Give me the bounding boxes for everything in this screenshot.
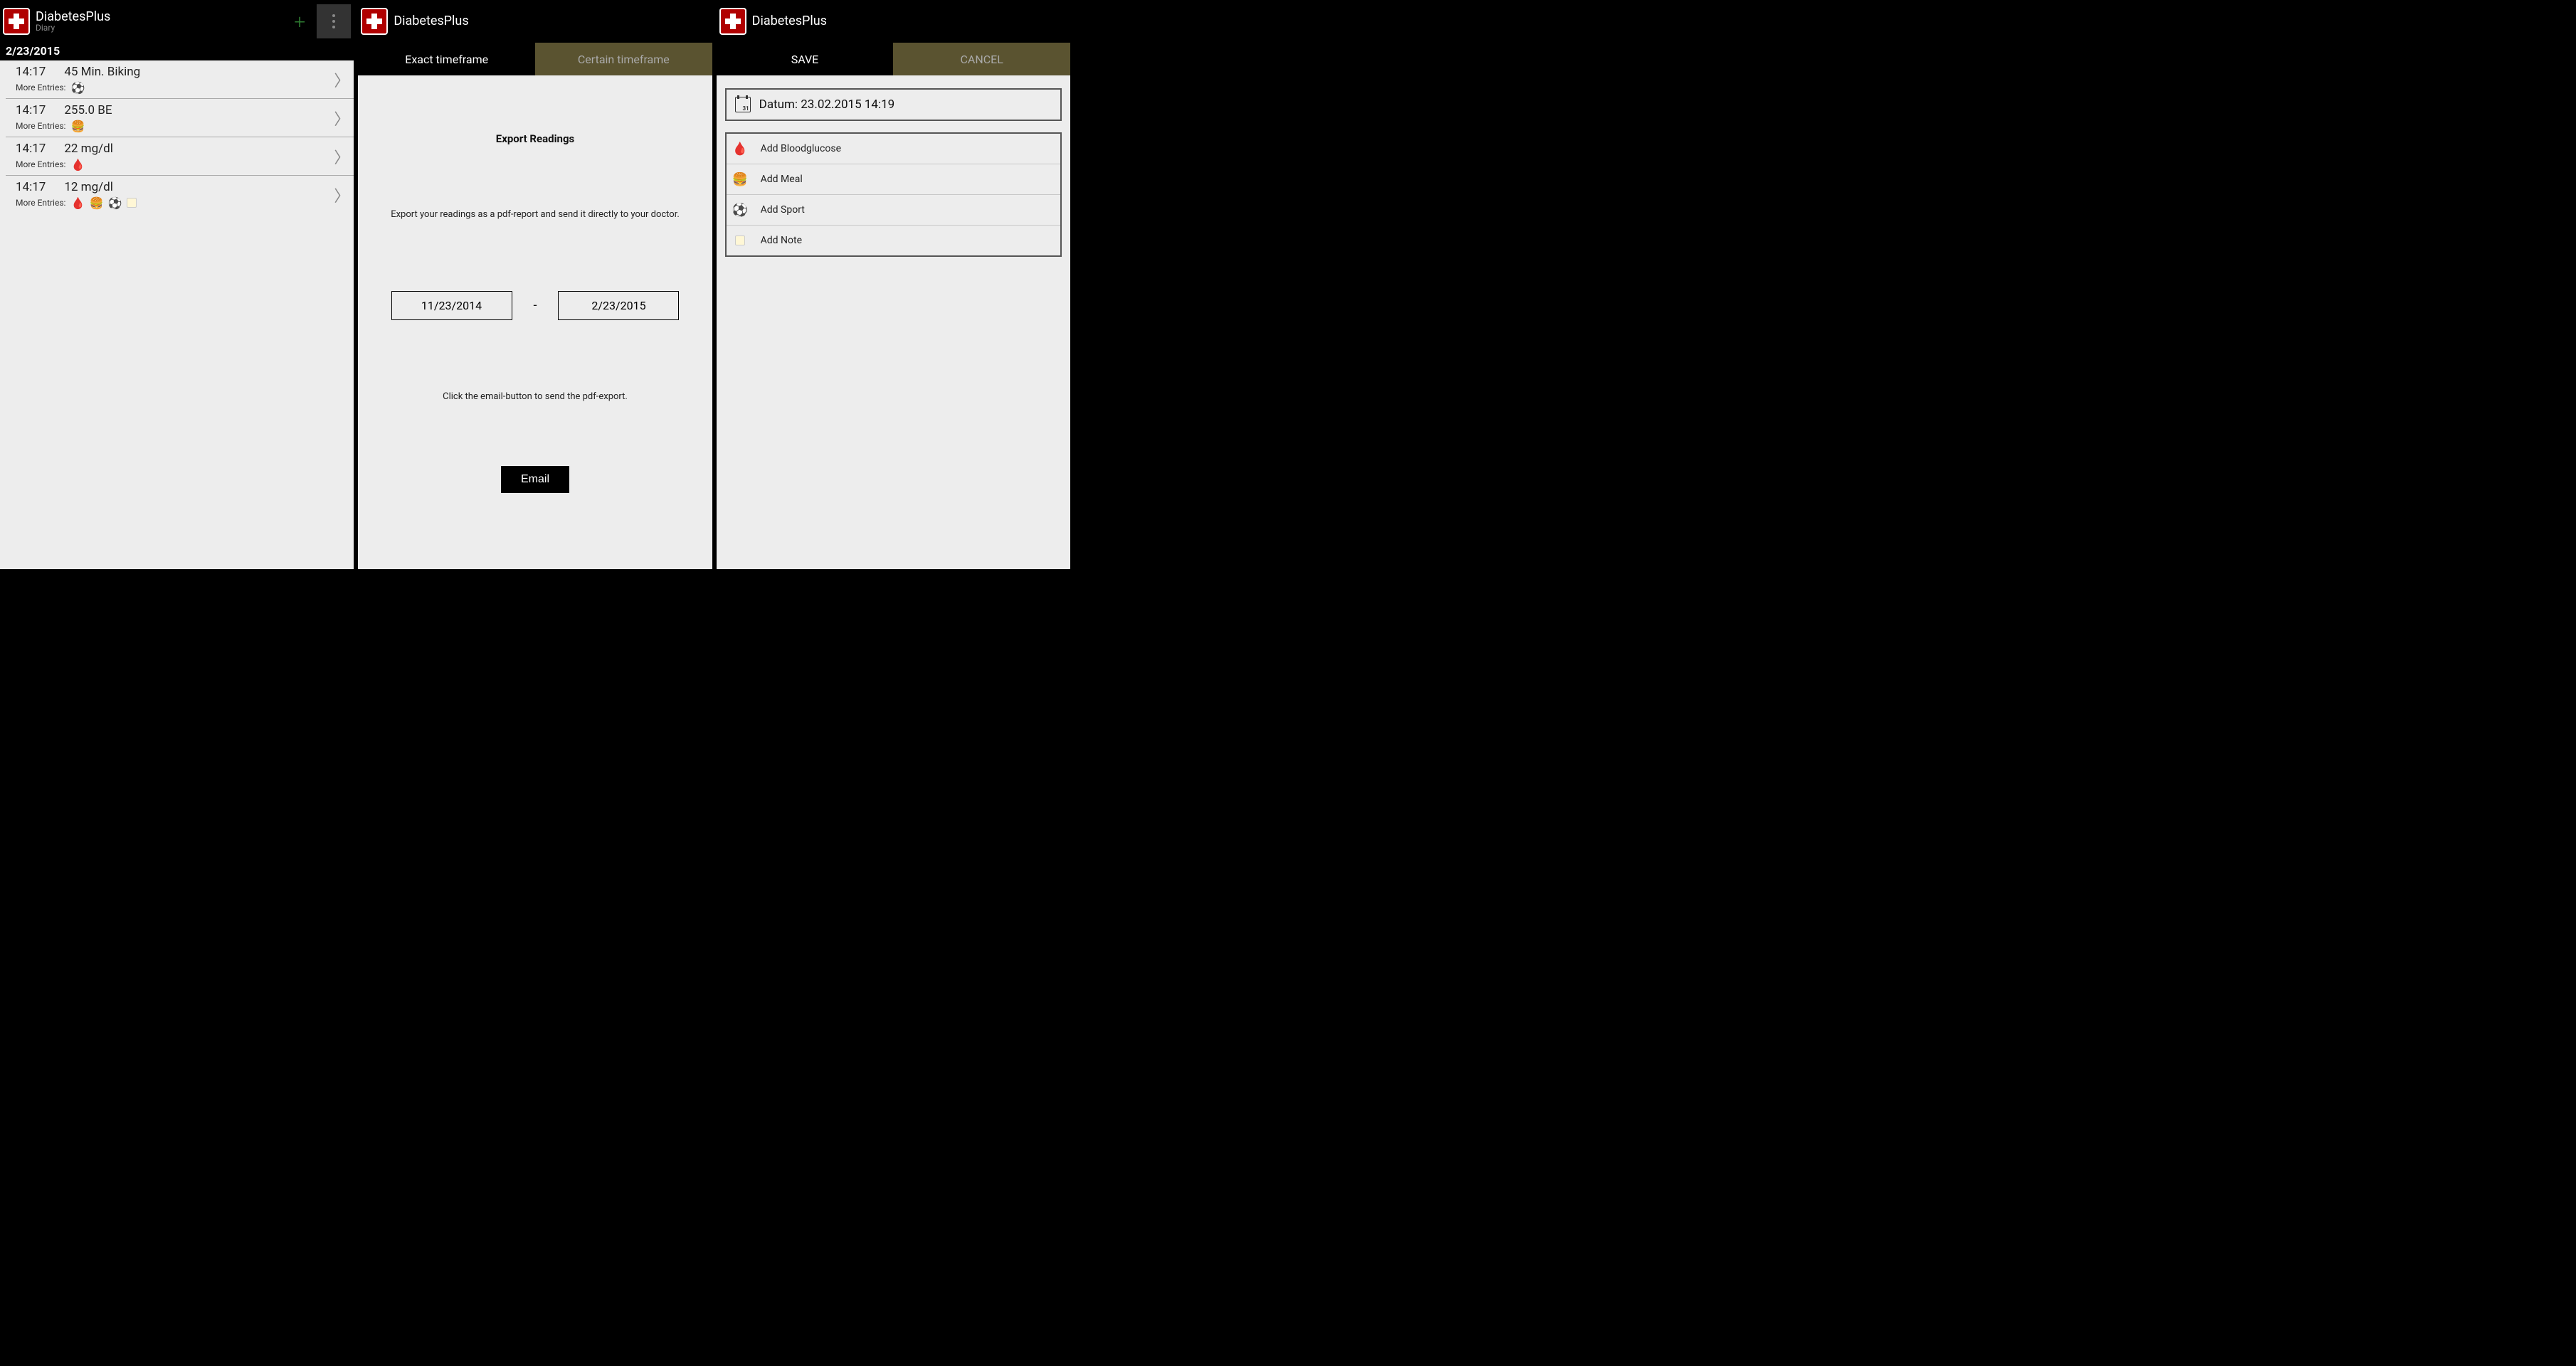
add-bloodglucose-item[interactable]: 🩸 Add Bloodglucose xyxy=(727,134,1060,164)
app-icon xyxy=(361,8,388,35)
entry-value: 45 Min. Biking xyxy=(64,65,140,79)
blood-icon: 🩸 xyxy=(71,196,84,209)
overflow-icon xyxy=(332,14,335,28)
entry-time: 14:17 xyxy=(16,142,46,156)
app-icon xyxy=(3,8,30,35)
blood-icon: 🩸 xyxy=(71,158,84,171)
date-range: 11/23/2014 - 2/23/2015 xyxy=(391,291,680,320)
add-options-list: 🩸 Add Bloodglucose 🍔 Add Meal ⚽ Add Spor… xyxy=(725,132,1062,257)
add-entry-panel: DiabetesPlus SAVE CANCEL Datum: 23.02.20… xyxy=(717,0,1070,569)
diary-entry[interactable]: 14:17 22 mg/dl More Entries: 🩸 〉 xyxy=(6,137,354,176)
diary-panel: DiabetesPlus Diary + 2/23/2015 14:17 45 … xyxy=(0,0,354,569)
datetime-selector[interactable]: Datum: 23.02.2015 14:19 xyxy=(725,88,1062,121)
app-titles: DiabetesPlus xyxy=(394,14,468,28)
app-titles: DiabetesPlus xyxy=(752,14,827,28)
add-item-label: Add Bloodglucose xyxy=(761,143,841,154)
add-item-label: Add Sport xyxy=(761,204,805,216)
export-instruction: Click the email-button to send the pdf-e… xyxy=(443,391,628,402)
app-titles: DiabetesPlus Diary xyxy=(36,10,110,33)
entry-value: 255.0 BE xyxy=(64,103,112,117)
date-header: 2/23/2015 xyxy=(0,43,354,60)
save-button[interactable]: SAVE xyxy=(717,43,894,75)
entry-time: 14:17 xyxy=(16,180,46,194)
date-from-input[interactable]: 11/23/2014 xyxy=(391,291,512,320)
blood-icon: 🩸 xyxy=(732,141,748,157)
overflow-menu-button[interactable] xyxy=(317,4,351,38)
range-separator: - xyxy=(534,298,537,313)
tab-exact-timeframe[interactable]: Exact timeframe xyxy=(358,43,535,75)
calendar-icon xyxy=(735,97,751,112)
add-note-item[interactable]: Add Note xyxy=(727,226,1060,255)
entry-value: 22 mg/dl xyxy=(64,142,113,156)
more-entries-label: More Entries: xyxy=(16,198,65,208)
app-title: DiabetesPlus xyxy=(752,14,827,28)
date-to-input[interactable]: 2/23/2015 xyxy=(558,291,679,320)
cancel-button[interactable]: CANCEL xyxy=(893,43,1070,75)
app-header-2: DiabetesPlus xyxy=(358,0,712,43)
app-icon xyxy=(719,8,746,35)
chevron-right-icon: 〉 xyxy=(334,145,349,168)
tab-certain-timeframe[interactable]: Certain timeframe xyxy=(535,43,712,75)
email-button[interactable]: Email xyxy=(501,466,569,493)
app-header-3: DiabetesPlus xyxy=(717,0,1070,43)
entry-time: 14:17 xyxy=(16,103,46,117)
export-description: Export your readings as a pdf-report and… xyxy=(391,209,680,220)
export-body: Export Readings Export your readings as … xyxy=(358,75,712,569)
add-entry-body: Datum: 23.02.2015 14:19 🩸 Add Bloodgluco… xyxy=(717,75,1070,569)
export-panel: DiabetesPlus Exact timeframe Certain tim… xyxy=(358,0,712,569)
more-entries-label: More Entries: xyxy=(16,83,65,92)
add-meal-item[interactable]: 🍔 Add Meal xyxy=(727,164,1060,195)
chevron-right-icon: 〉 xyxy=(334,184,349,206)
note-icon xyxy=(127,198,137,208)
timeframe-tabs: Exact timeframe Certain timeframe xyxy=(358,43,712,75)
diary-list: 14:17 45 Min. Biking More Entries: ⚽ 〉 1… xyxy=(0,60,354,569)
app-subtitle: Diary xyxy=(36,23,110,33)
burger-icon: 🍔 xyxy=(90,196,102,209)
entry-time: 14:17 xyxy=(16,65,46,79)
app-title: DiabetesPlus xyxy=(36,10,110,24)
add-sport-item[interactable]: ⚽ Add Sport xyxy=(727,195,1060,226)
ball-icon: ⚽ xyxy=(71,81,84,94)
add-item-label: Add Note xyxy=(761,235,802,246)
burger-icon: 🍔 xyxy=(732,171,748,187)
export-title: Export Readings xyxy=(496,132,574,145)
burger-icon: 🍔 xyxy=(71,120,84,132)
diary-entry[interactable]: 14:17 255.0 BE More Entries: 🍔 〉 xyxy=(6,99,354,137)
note-icon xyxy=(732,233,748,248)
ball-icon: ⚽ xyxy=(108,196,121,209)
chevron-right-icon: 〉 xyxy=(334,68,349,91)
diary-entry[interactable]: 14:17 12 mg/dl More Entries: 🩸 🍔 ⚽ 〉 xyxy=(6,176,354,213)
ball-icon: ⚽ xyxy=(732,202,748,218)
add-item-label: Add Meal xyxy=(761,174,803,185)
entry-value: 12 mg/dl xyxy=(64,180,113,194)
app-title: DiabetesPlus xyxy=(394,14,468,28)
chevron-right-icon: 〉 xyxy=(334,107,349,129)
add-button[interactable]: + xyxy=(283,4,317,38)
diary-entry[interactable]: 14:17 45 Min. Biking More Entries: ⚽ 〉 xyxy=(6,60,354,99)
action-tabs: SAVE CANCEL xyxy=(717,43,1070,75)
plus-icon: + xyxy=(294,10,305,33)
app-header-1: DiabetesPlus Diary + xyxy=(0,0,354,43)
more-entries-label: More Entries: xyxy=(16,121,65,131)
datetime-label: Datum: 23.02.2015 14:19 xyxy=(759,97,895,112)
more-entries-label: More Entries: xyxy=(16,159,65,169)
